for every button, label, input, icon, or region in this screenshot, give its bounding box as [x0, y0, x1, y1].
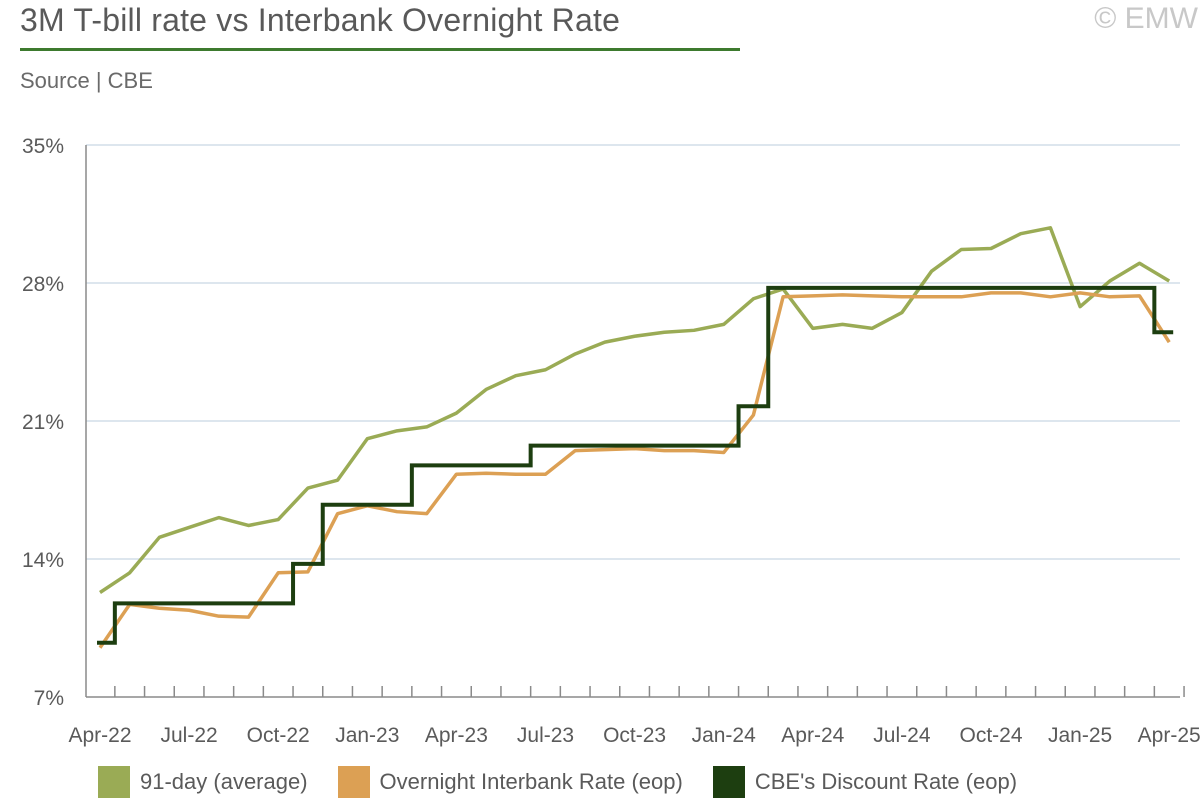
chart-legend: 91-day (average) Overnight Interbank Rate…	[98, 766, 1017, 798]
legend-swatch	[712, 766, 745, 798]
y-tick-label: 7%	[34, 687, 64, 710]
x-tick-label: Jul-23	[517, 724, 574, 747]
x-tick-label: Jul-24	[873, 724, 931, 747]
y-tick-label: 35%	[22, 135, 64, 158]
copyright-label: © EMW	[1094, 2, 1198, 35]
series-line	[97, 285, 1174, 645]
series-line	[98, 291, 1171, 649]
x-tick-label: Apr-25	[1138, 724, 1200, 747]
legend-item: 91-day (average)	[98, 766, 308, 798]
legend-item: Overnight Interbank Rate (eop)	[337, 766, 683, 798]
legend-swatch	[337, 766, 370, 798]
x-tick-label: Oct-22	[247, 724, 310, 747]
x-tick-label: Jan-24	[692, 724, 757, 747]
x-tick-label: Oct-24	[959, 724, 1022, 747]
x-tick-label: Jan-23	[335, 724, 399, 747]
title-underline	[20, 48, 740, 51]
legend-swatch	[98, 766, 130, 798]
y-tick-label: 28%	[22, 273, 64, 296]
y-tick-label: 14%	[22, 549, 64, 572]
x-tick-label: Jan-25	[1048, 724, 1112, 747]
legend-item: CBE's Discount Rate (eop)	[712, 766, 1018, 798]
x-tick-label: Oct-23	[603, 724, 666, 747]
y-tick-label: 21%	[22, 411, 64, 434]
source-label: Source | CBE	[20, 68, 153, 93]
series-1	[99, 226, 1171, 594]
x-tick-label: Apr-22	[68, 724, 131, 747]
series-2	[98, 291, 1171, 649]
legend-label: CBE's Discount Rate (eop)	[754, 769, 1018, 794]
legend-label: 91-day (average)	[140, 769, 308, 794]
chart-title: 3M T-bill rate vs Interbank Overnight Ra…	[20, 2, 621, 38]
legend-label: Overnight Interbank Rate (eop)	[379, 769, 683, 794]
x-tick-label: Apr-24	[781, 724, 844, 747]
x-tick-label: Jul-22	[160, 724, 217, 747]
series-3	[97, 285, 1174, 645]
x-tick-label: Apr-23	[425, 724, 488, 747]
